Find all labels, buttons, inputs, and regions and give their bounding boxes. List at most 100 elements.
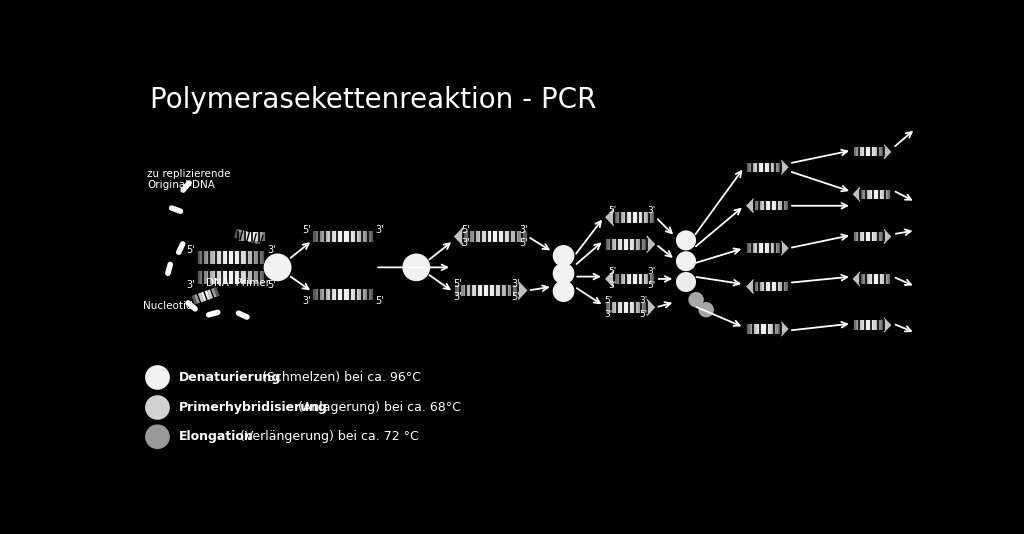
Text: 5': 5': [647, 281, 655, 290]
Bar: [224, 251, 227, 263]
Bar: [231, 271, 234, 284]
Polygon shape: [884, 229, 891, 245]
Text: DNA- Primer: DNA- Primer: [206, 278, 269, 288]
Bar: [864, 190, 866, 199]
Bar: [521, 231, 524, 242]
FancyBboxPatch shape: [244, 231, 249, 241]
Bar: [750, 244, 752, 253]
FancyBboxPatch shape: [250, 233, 256, 243]
Bar: [629, 273, 631, 284]
Bar: [774, 324, 776, 334]
Bar: [211, 251, 214, 263]
Bar: [877, 320, 878, 329]
Bar: [642, 302, 645, 313]
Bar: [880, 147, 881, 156]
Bar: [882, 190, 884, 199]
Bar: [624, 212, 627, 223]
Text: Nucleotid: Nucleotid: [143, 301, 194, 311]
Bar: [869, 274, 871, 284]
Bar: [626, 302, 628, 313]
Text: Primerhybridisierung: Primerhybridisierung: [178, 401, 328, 414]
Bar: [349, 288, 352, 300]
Bar: [881, 274, 882, 284]
Circle shape: [676, 272, 696, 292]
Bar: [624, 302, 626, 313]
Bar: [879, 274, 881, 284]
Bar: [245, 232, 247, 241]
Bar: [772, 163, 774, 172]
Bar: [622, 302, 624, 313]
Bar: [632, 239, 634, 250]
Bar: [874, 190, 876, 199]
Bar: [340, 288, 343, 300]
Bar: [764, 324, 765, 334]
Bar: [238, 232, 240, 241]
Bar: [865, 147, 866, 156]
Bar: [767, 163, 769, 172]
Bar: [760, 163, 762, 172]
Bar: [318, 288, 322, 300]
Bar: [231, 251, 234, 263]
Bar: [878, 274, 879, 284]
Bar: [776, 282, 778, 291]
Text: 5': 5': [303, 225, 311, 234]
Bar: [759, 324, 760, 334]
Bar: [868, 190, 869, 199]
Bar: [463, 231, 466, 242]
Bar: [778, 244, 779, 253]
Bar: [632, 302, 634, 313]
Bar: [759, 201, 761, 210]
Bar: [761, 282, 762, 291]
FancyBboxPatch shape: [211, 288, 217, 298]
Bar: [499, 285, 502, 296]
Text: 5': 5': [608, 268, 616, 277]
Bar: [765, 163, 767, 172]
Bar: [868, 274, 869, 284]
Bar: [509, 285, 512, 296]
Bar: [217, 251, 221, 263]
Bar: [653, 212, 655, 223]
Bar: [769, 244, 771, 253]
Text: 3': 3': [519, 225, 528, 234]
FancyBboxPatch shape: [233, 229, 240, 238]
Bar: [633, 273, 635, 284]
Bar: [856, 232, 857, 241]
Bar: [315, 288, 318, 300]
Bar: [638, 239, 640, 250]
Bar: [764, 244, 765, 253]
Bar: [626, 239, 628, 250]
Bar: [859, 320, 860, 329]
Bar: [856, 147, 857, 156]
Bar: [862, 232, 863, 241]
Bar: [470, 285, 473, 296]
Bar: [750, 324, 752, 334]
Text: 5': 5': [186, 245, 196, 255]
Bar: [877, 232, 878, 241]
Bar: [337, 288, 340, 300]
Bar: [753, 324, 755, 334]
Bar: [259, 232, 260, 241]
Bar: [346, 231, 349, 242]
Bar: [611, 239, 613, 250]
Bar: [857, 320, 859, 329]
Bar: [757, 324, 759, 334]
Bar: [640, 239, 642, 250]
Bar: [366, 231, 369, 242]
Bar: [328, 288, 331, 300]
Bar: [752, 324, 753, 334]
Bar: [890, 190, 891, 199]
Bar: [634, 239, 636, 250]
Bar: [457, 285, 461, 296]
Bar: [876, 274, 878, 284]
Polygon shape: [853, 186, 860, 202]
Bar: [242, 251, 245, 263]
Bar: [857, 232, 859, 241]
Bar: [878, 147, 880, 156]
Bar: [238, 251, 242, 263]
Bar: [204, 271, 207, 284]
Bar: [349, 231, 352, 242]
Circle shape: [676, 230, 696, 250]
Bar: [885, 274, 887, 284]
Bar: [258, 271, 262, 284]
Bar: [776, 324, 778, 334]
